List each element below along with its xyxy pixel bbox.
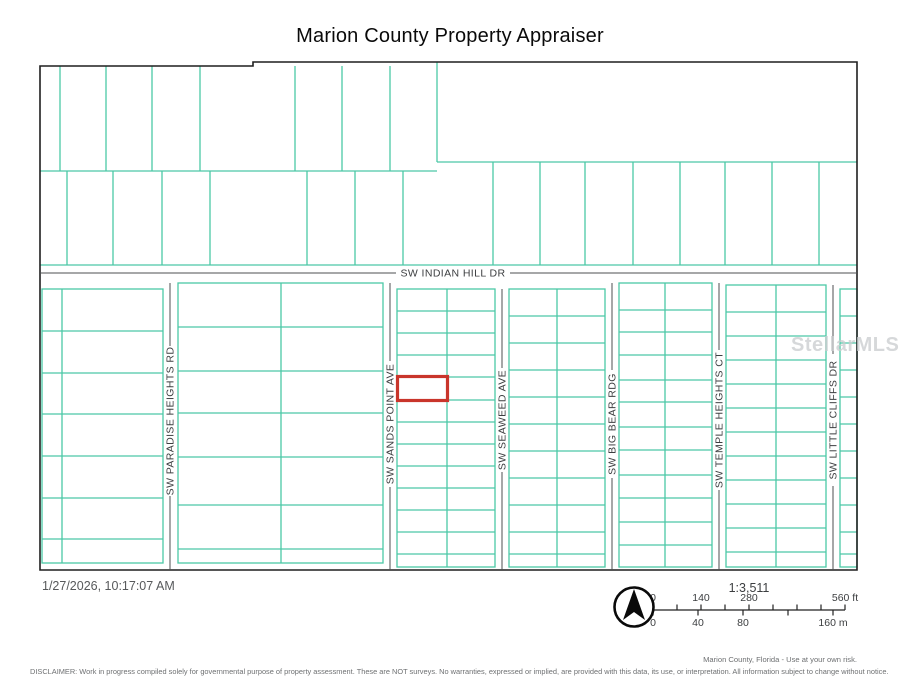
scale-tick-label: 280: [740, 592, 758, 604]
scale-tick-label: 140: [692, 592, 710, 604]
street-labels: SW INDIAN HILL DR SW PARADISE HEIGHTS RD S…: [165, 268, 840, 496]
page-title: Marion County Property Appraiser: [296, 25, 604, 47]
scale-labels: 0 140 280 560 ft 0 40 80 160 m: [650, 592, 858, 629]
scale-tick-label: 40: [692, 617, 704, 629]
road-centerlines: [40, 272, 857, 570]
scale-tick-label: 560 ft: [832, 592, 858, 604]
north-arrow-icon: [613, 586, 655, 628]
street-label: SW SEAWEED AVE: [497, 370, 509, 470]
scale-ratio: 1:3,511: [728, 581, 770, 595]
scale-tick-label: 80: [737, 617, 749, 629]
scale-tick-label: 0: [650, 617, 656, 629]
attribution-text: Marion County, Florida - Use at your own…: [703, 655, 857, 664]
map-frame: [39, 61, 858, 571]
parcel-lines: [40, 62, 858, 568]
disclaimer-text: DISCLAIMER: Work in progress compiled so…: [30, 667, 889, 676]
watermark: StellarMLS: [791, 334, 900, 356]
scale-tick-label: 0: [650, 592, 656, 604]
street-label: SW LITTLE CLIFFS DR: [828, 360, 840, 479]
highlighted-parcel[interactable]: [395, 374, 450, 403]
street-label: SW BIG BEAR RDG: [607, 373, 619, 475]
street-label: SW TEMPLE HEIGHTS CT: [714, 352, 726, 488]
timestamp: 1/27/2026, 10:17:07 AM: [42, 579, 175, 593]
scale-tick-label: 160 m: [818, 617, 847, 629]
street-label: SW PARADISE HEIGHTS RD: [165, 347, 177, 496]
scale-bar: [652, 604, 846, 616]
street-label: SW INDIAN HILL DR: [400, 268, 505, 280]
parcel-block: [41, 288, 164, 564]
parcel-block: [839, 288, 858, 568]
street-label: SW SANDS POINT AVE: [385, 364, 397, 485]
parcel-block: [396, 288, 496, 568]
